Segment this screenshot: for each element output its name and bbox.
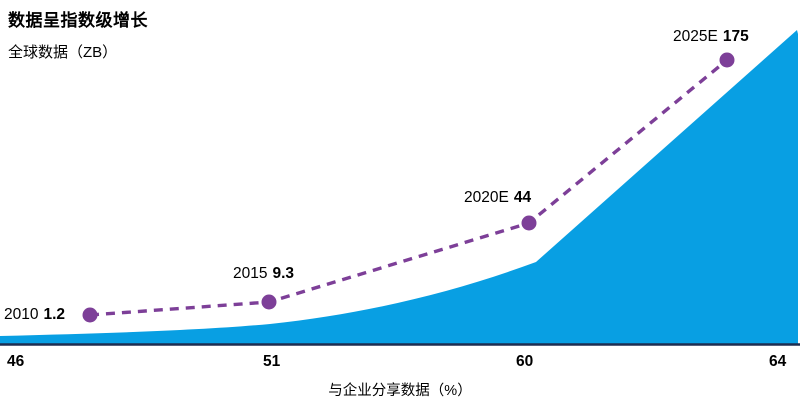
trend-dashed-line: [89, 58, 729, 317]
chart-title: 数据呈指数级增长: [8, 11, 148, 30]
point-year: 2010: [4, 306, 39, 323]
point-label-2010: 2010 1.2: [4, 306, 65, 324]
point-label-2015: 2015 9.3: [233, 265, 294, 283]
point-value: 9.3: [272, 265, 295, 282]
point-value: 44: [513, 189, 532, 206]
point-year: 2015: [233, 265, 268, 282]
y-axis-caption: 全球数据（ZB）: [8, 44, 118, 61]
x-tick-64: 64: [769, 353, 787, 370]
point-year: 2020E: [464, 189, 509, 206]
point-value: 1.2: [43, 306, 66, 323]
point-label-2020: 2020E 44: [464, 189, 531, 207]
x-tick-51: 51: [263, 353, 281, 370]
data-area: [0, 30, 798, 344]
point-value: 175: [722, 28, 749, 45]
x-axis-caption: 与企业分享数据（%）: [328, 383, 472, 399]
data-point-dot: [82, 307, 98, 323]
data-point-dot: [719, 52, 735, 68]
point-label-2025: 2025E 175: [673, 28, 749, 46]
data-point-dot: [521, 215, 537, 231]
x-tick-60: 60: [516, 353, 534, 370]
x-tick-46: 46: [7, 353, 25, 370]
data-point-dots: [82, 52, 735, 323]
point-year: 2025E: [673, 28, 718, 45]
data-point-dot: [261, 294, 277, 310]
